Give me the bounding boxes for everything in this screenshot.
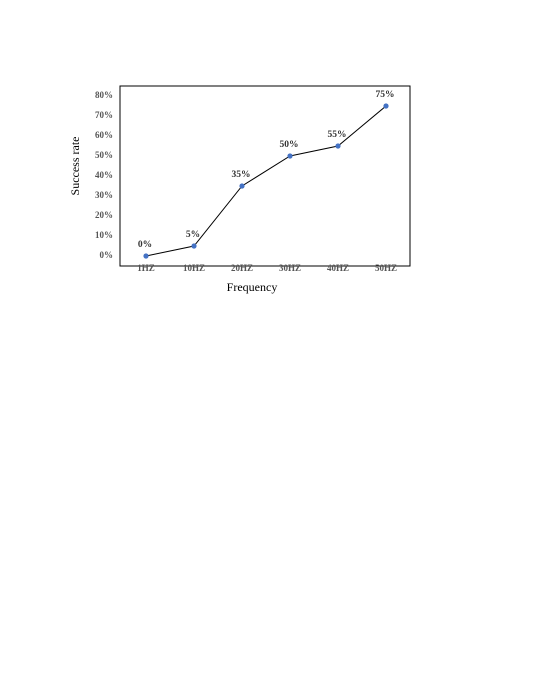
x-tick-label: 30HZ (279, 263, 301, 273)
y-tick-label: 0% (100, 250, 114, 260)
y-tick-label: 60% (95, 130, 113, 140)
y-tick-label: 20% (95, 210, 113, 220)
y-tick-label: 10% (95, 230, 113, 240)
point (287, 153, 293, 159)
line (145, 105, 387, 257)
y-tick-label: 70% (95, 110, 113, 120)
point (239, 183, 245, 189)
data-label: 75% (376, 90, 395, 100)
point (191, 243, 197, 249)
y-axis-title: Success rate (68, 137, 82, 196)
y-tick-label: 50% (95, 150, 113, 160)
data-label: 0% (138, 240, 152, 250)
x-tick-label: 1HZ (137, 263, 155, 273)
data-label: 55% (328, 130, 347, 140)
y-tick-label: 80% (95, 90, 113, 100)
plot-frame (119, 85, 411, 267)
data-label: 35% (232, 170, 251, 180)
x-tick-label: 10HZ (183, 263, 205, 273)
x-tick-label: 50HZ (375, 263, 397, 273)
x-axis-title: Frequency (227, 280, 278, 294)
y-tick-label: 40% (95, 170, 113, 180)
point (143, 253, 149, 259)
y-tick-label: 30% (95, 190, 113, 200)
point (335, 143, 341, 149)
data-label: 50% (280, 140, 299, 150)
x-tick-label: 40HZ (327, 263, 349, 273)
data-label: 5% (186, 230, 200, 240)
point (383, 103, 389, 109)
x-tick-label: 20HZ (231, 263, 253, 273)
